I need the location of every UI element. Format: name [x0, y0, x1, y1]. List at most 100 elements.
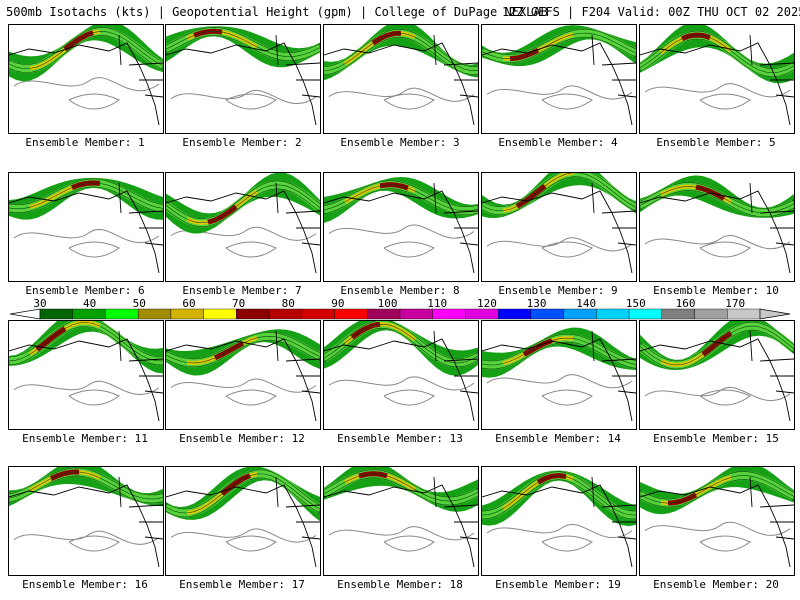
isotach-contour [640, 325, 794, 366]
ensemble-panel-3 [323, 24, 479, 134]
height-contour [644, 83, 791, 110]
colorbar-swatch [530, 308, 564, 320]
map-plot [166, 26, 320, 126]
ensemble-panel-12 [165, 320, 321, 430]
isotach-contour [324, 28, 478, 68]
isotach-contour [324, 327, 478, 368]
jet-stream-band [482, 470, 636, 527]
ensemble-member-label-15: Ensemble Member: 15 [653, 432, 779, 445]
colorbar-tick-label: 80 [282, 297, 295, 310]
colorbar-swatch [465, 308, 499, 320]
ensemble-panel-18 [323, 466, 479, 576]
ensemble-member-label-4: Ensemble Member: 4 [498, 136, 618, 149]
height-contour [486, 374, 633, 406]
ensemble-panel-4 [481, 24, 637, 134]
height-contour [13, 228, 160, 258]
ensemble-member-label-12: Ensemble Member: 12 [179, 432, 305, 445]
isotach-contour [324, 32, 478, 72]
isotach-contour [166, 469, 320, 510]
isotach-contour [9, 186, 163, 214]
isotach-contour [640, 471, 794, 500]
ensemble-member-label-13: Ensemble Member: 13 [337, 432, 463, 445]
coastline-map [324, 34, 478, 126]
isotach-contour [166, 180, 320, 220]
ensemble-member-label-10: Ensemble Member: 10 [653, 284, 779, 297]
colorbar-swatch [236, 308, 270, 320]
ensemble-member-label-3: Ensemble Member: 3 [340, 136, 460, 149]
isotach-contour [324, 36, 478, 76]
map-plot [482, 173, 636, 274]
map-plot [9, 467, 163, 568]
isotach-contour [482, 28, 636, 56]
map-plot [324, 25, 478, 126]
ensemble-member-label-17: Ensemble Member: 17 [179, 578, 305, 591]
ensemble-panel-5 [639, 24, 795, 134]
isotach-contour [640, 30, 794, 70]
isotach-contour [166, 184, 320, 224]
isotach-contour [166, 340, 320, 368]
coastline-map [324, 330, 478, 422]
isotach-contour [482, 333, 636, 362]
height-contour [644, 386, 791, 406]
map-plot [324, 467, 478, 568]
ensemble-panel-20 [639, 466, 795, 576]
ensemble-member-label-20: Ensemble Member: 20 [653, 578, 779, 591]
isotach-contour [166, 336, 320, 364]
coastline-map [482, 330, 636, 422]
isotach-contour [166, 26, 320, 53]
colorbar-swatch [268, 308, 303, 320]
height-contour [170, 528, 317, 552]
isotach-contour [482, 36, 636, 64]
ensemble-panel-19 [481, 466, 637, 576]
ensemble-member-label-11: Ensemble Member: 11 [22, 432, 148, 445]
isotach-contour [324, 323, 478, 364]
ensemble-panel-9 [481, 172, 637, 282]
isotach-contour [9, 31, 163, 69]
isotach-contour [640, 190, 794, 218]
map-plot [324, 321, 478, 422]
isotach-contour [9, 27, 163, 65]
ensemble-member-label-7: Ensemble Member: 7 [182, 284, 302, 297]
colorbar-swatch [497, 308, 532, 320]
coastline-map [640, 182, 794, 274]
isotach-contour [482, 32, 636, 60]
colorbar-swatch [170, 308, 204, 320]
ensemble-panel-8 [323, 172, 479, 282]
isotach-contour [640, 38, 794, 78]
isotach-contour [9, 35, 163, 73]
header-title: 500mb Isotachs (kts) | Geopotential Heig… [6, 5, 548, 19]
isotach-contour [9, 467, 163, 496]
isotach-contour [482, 337, 636, 366]
jet-core-light [166, 180, 320, 228]
coastline-map [640, 34, 794, 126]
isotach-contour [166, 34, 320, 61]
colorbar-tick-label: 140 [576, 297, 596, 310]
isotach-contour [482, 173, 636, 212]
height-contour [170, 378, 317, 406]
isotach-contour [324, 469, 478, 498]
ensemble-member-label-8: Ensemble Member: 8 [340, 284, 460, 297]
header-run-info: 12Z GEFS | F204 Valid: 00Z THU OCT 02 20… [502, 5, 800, 19]
colorbar-tick-label: 50 [133, 297, 146, 310]
coastline-map [9, 476, 163, 568]
coastline-map [640, 476, 794, 568]
ensemble-member-label-1: Ensemble Member: 1 [25, 136, 145, 149]
colorbar-swatch [367, 308, 401, 320]
colorbar-tick-label: 150 [626, 297, 646, 310]
colorbar-right-arrow [759, 308, 790, 320]
colorbar-left-arrow [10, 308, 41, 320]
isotach-colorbar: 30 40 50 60 70 80 90 100 110 120 130 140 150 160 170 [10, 297, 790, 321]
ensemble-member-label-14: Ensemble Member: 14 [495, 432, 621, 445]
colorbar-swatch [432, 308, 466, 320]
isotach-contour [166, 332, 320, 360]
colorbar-swatch [203, 308, 237, 320]
height-contour [328, 526, 475, 552]
colorbar-swatch [301, 308, 335, 320]
colorbar-swatch [39, 308, 73, 320]
isotach-contour [9, 182, 163, 210]
isotach-contour [482, 173, 636, 208]
isotach-contour [166, 477, 320, 518]
map-plot [324, 177, 478, 274]
coastline-map [482, 476, 636, 568]
isotach-contour [9, 471, 163, 500]
